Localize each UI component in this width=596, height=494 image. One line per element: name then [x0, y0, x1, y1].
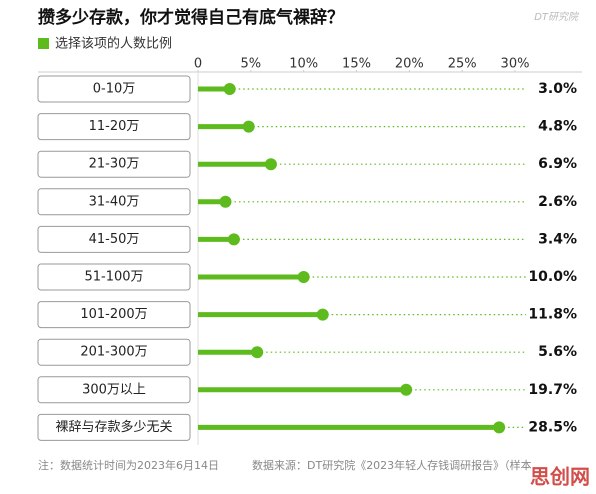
- category-box: [37, 263, 191, 291]
- category-box: [37, 301, 191, 329]
- category-box: [37, 150, 191, 178]
- lollipop-dot: [297, 271, 310, 283]
- y-tick-label: 0-10万: [93, 82, 136, 97]
- category-box: [37, 75, 191, 103]
- lollipop-dot: [264, 158, 277, 171]
- lollipop-dot: [316, 308, 329, 321]
- value-label: 3.0%: [538, 81, 577, 97]
- y-tick-label: 裸辞与存款多少无关: [55, 419, 172, 435]
- category-box: [37, 188, 191, 216]
- y-tick-label: 31-40万: [89, 194, 140, 209]
- lollipop-dot: [400, 383, 413, 396]
- y-tick-label: 41-50万: [89, 232, 140, 247]
- y-tick-label: 101-200万: [80, 307, 147, 322]
- category-box: [37, 376, 191, 404]
- value-label: 11.8%: [528, 307, 577, 323]
- x-tick-label: 15%: [342, 57, 371, 72]
- y-tick-label: 51-100万: [84, 270, 143, 285]
- source-note: 数据来源：DT研究院《2023年轻人存钱调研报告》（样本: [252, 458, 532, 472]
- value-label: 19.7%: [528, 382, 577, 398]
- lollipop-dot: [223, 83, 236, 95]
- category-box: [37, 338, 191, 366]
- x-tick-label: 10%: [289, 57, 318, 72]
- legend-swatch: [38, 38, 49, 49]
- x-tick-label: 0: [194, 57, 202, 72]
- category-box: [37, 225, 191, 253]
- value-label: 10.0%: [528, 269, 577, 285]
- lollipop-dot: [242, 120, 255, 133]
- value-label: 28.5%: [528, 419, 577, 435]
- x-tick-label: 30%: [501, 57, 530, 72]
- value-label: 5.6%: [538, 344, 577, 360]
- value-label: 3.4%: [538, 231, 577, 247]
- category-box: [37, 113, 191, 141]
- lollipop-dot: [227, 233, 240, 246]
- watermark: 思创网: [530, 465, 590, 489]
- x-tick-label: 25%: [448, 57, 477, 72]
- lollipop-dot: [219, 195, 232, 208]
- footnote: 注：数据统计时间为2023年6月14日: [38, 458, 219, 472]
- x-tick-label: 5%: [241, 57, 262, 72]
- lollipop-dot: [493, 421, 506, 434]
- legend-label: 选择该项的人数比例: [55, 36, 172, 52]
- value-label: 4.8%: [538, 119, 577, 135]
- value-label: 6.9%: [538, 156, 577, 172]
- category-box: [37, 413, 191, 441]
- y-tick-label: 201-300万: [80, 345, 147, 360]
- brand-logo: DT研究院: [534, 11, 580, 23]
- y-tick-label: 300万以上: [82, 382, 146, 397]
- y-tick-label: 11-20万: [89, 119, 140, 134]
- x-tick-label: 20%: [395, 57, 424, 72]
- value-label: 2.6%: [538, 194, 577, 210]
- chart-title: 攒多少存款，你才觉得自己有底气裸辞？: [38, 7, 344, 28]
- lollipop-dot: [251, 346, 264, 359]
- y-tick-label: 21-30万: [89, 157, 140, 172]
